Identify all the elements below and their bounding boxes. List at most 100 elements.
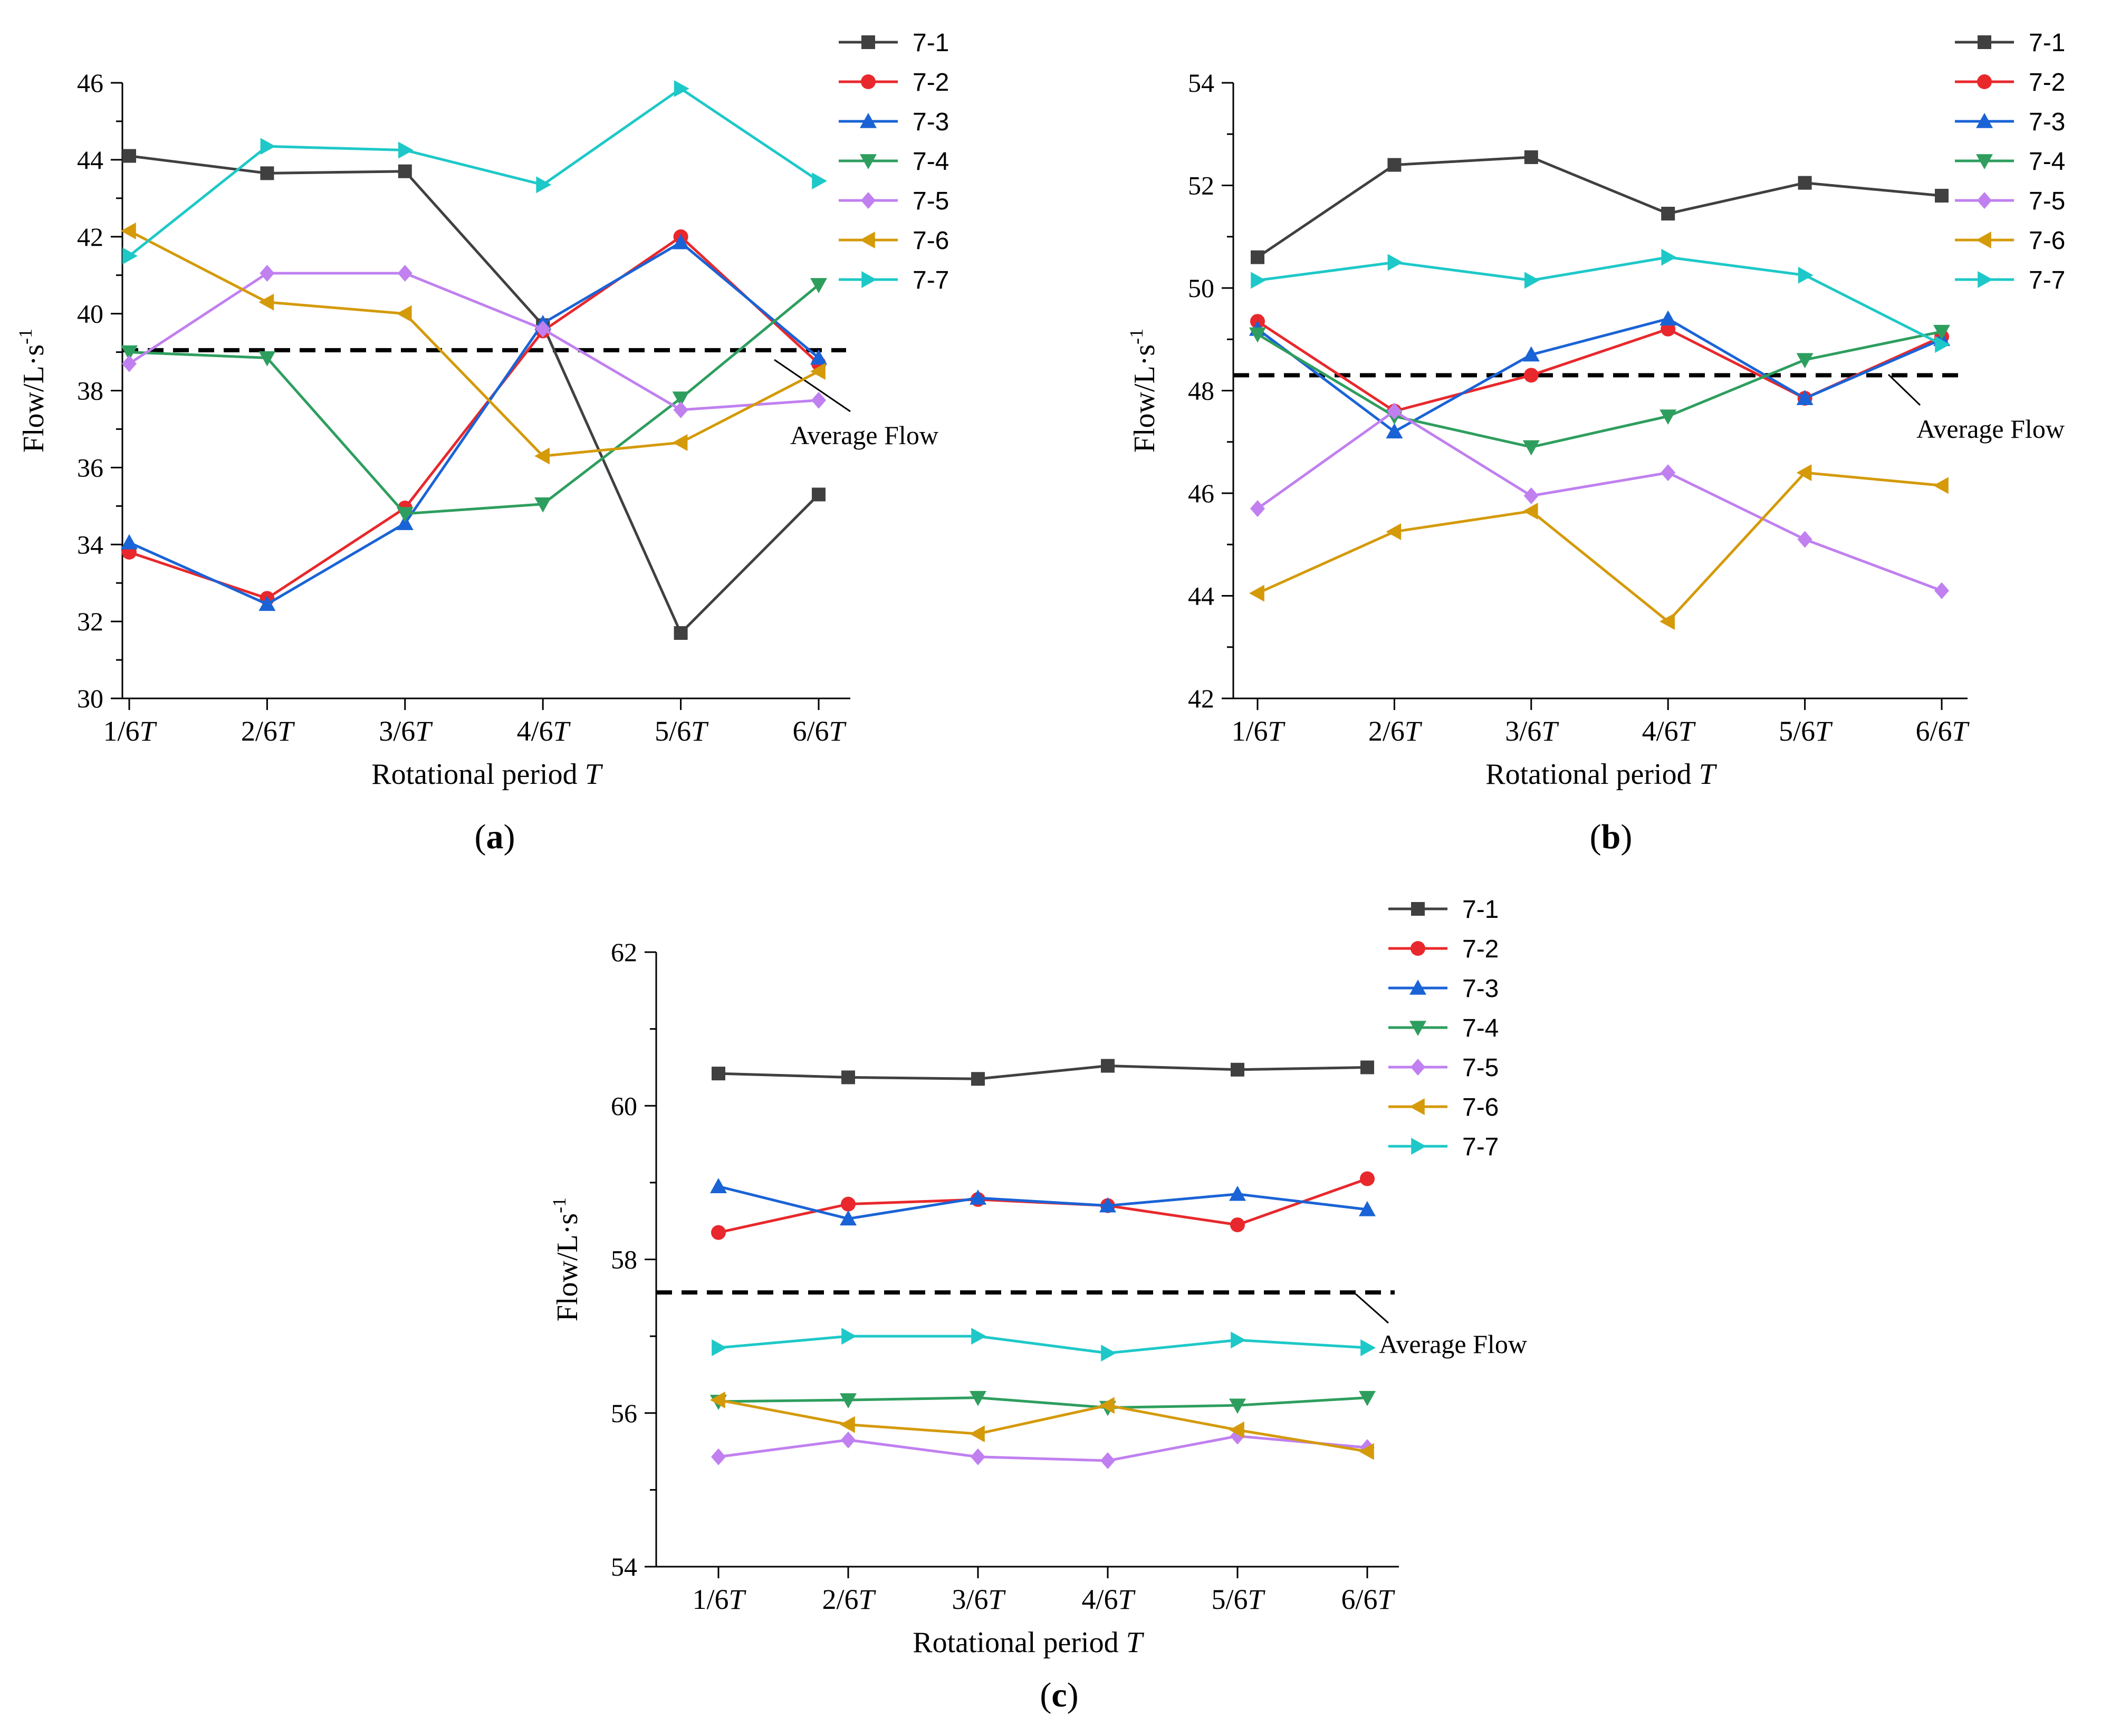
x-tick-period-symbol: T (1118, 1584, 1136, 1615)
x-tick-fraction: 5/6 (655, 715, 691, 747)
legend-label: 7-4 (2029, 148, 2065, 176)
data-point-7-3 (258, 596, 276, 611)
data-point-7-2 (841, 1196, 856, 1212)
x-axis-label-text: Rotational period (913, 1626, 1118, 1659)
y-tick-label: 42 (77, 222, 103, 252)
data-point-7-1 (1101, 1059, 1115, 1073)
legend-label: 7-2 (2029, 69, 2065, 97)
x-axis-label-text: Rotational period (371, 758, 577, 791)
series-7-3 (710, 1178, 1376, 1226)
data-point-7-1 (674, 626, 688, 640)
data-point-7-5 (1387, 402, 1402, 420)
data-point-7-4 (672, 391, 689, 407)
legend-marker (1411, 902, 1425, 916)
data-point-7-5 (1523, 487, 1539, 504)
y-axis-label-text: Flow/L·s (551, 1213, 584, 1321)
x-tick-label: 1/6T (692, 1584, 746, 1615)
legend-marker (1411, 1059, 1425, 1076)
data-point-7-4 (840, 1393, 857, 1408)
x-tick-label: 5/6T (1211, 1584, 1265, 1615)
data-point-7-3 (1386, 423, 1403, 439)
legend-label: 7-5 (2029, 187, 2065, 215)
x-tick-label: 1/6T (103, 715, 157, 747)
x-tick-label: 4/6T (517, 715, 571, 747)
series-7-7 (122, 80, 827, 265)
legend-marker (1978, 271, 1993, 288)
series-line-7-6 (718, 1398, 1368, 1453)
data-point-7-5 (535, 320, 551, 338)
data-point-7-1 (1935, 188, 1949, 203)
data-point-7-4 (1249, 327, 1266, 343)
data-point-7-1 (1798, 176, 1812, 190)
legend-label: 7-6 (913, 227, 949, 255)
y-tick-label: 54 (611, 1552, 637, 1581)
average-flow-label: Average Flow (1379, 1329, 1527, 1359)
data-point-7-1 (812, 487, 826, 502)
data-point-7-7 (1251, 272, 1266, 289)
panel-letter: b (1601, 818, 1621, 856)
series-7-6 (710, 1391, 1374, 1460)
x-tick-period-symbol: T (277, 715, 295, 747)
x-tick-label: 1/6T (1231, 715, 1286, 747)
legend-label: 7-1 (1462, 896, 1499, 924)
data-point-7-2 (711, 1225, 726, 1240)
x-axis-label-symbol: T (1126, 1626, 1145, 1659)
x-tick-label: 2/6T (822, 1584, 876, 1615)
legend-label: 7-5 (1462, 1054, 1499, 1082)
x-tick-label: 2/6T (1368, 715, 1423, 747)
data-point-7-6 (1386, 523, 1402, 540)
x-tick-period-symbol: T (1377, 1584, 1395, 1615)
series-line-7-7 (718, 1335, 1368, 1355)
series-7-5 (122, 265, 826, 418)
legend-item: 7-7 (1955, 266, 2065, 294)
legend-item: 7-3 (839, 108, 949, 136)
average-flow-pointer (774, 359, 851, 413)
series-line-7-2 (129, 235, 820, 600)
y-axis-label-text: Flow/L·s (1128, 344, 1161, 453)
legend-item: 7-4 (1388, 1014, 1499, 1042)
data-point-7-1 (841, 1070, 855, 1085)
legend-label: 7-1 (913, 29, 949, 57)
data-point-7-4 (1359, 1390, 1376, 1406)
y-tick-label: 60 (611, 1091, 637, 1120)
data-point-7-5 (1250, 500, 1265, 517)
panel-label: (b) (1590, 818, 1633, 856)
x-tick-period-symbol: T (1248, 1584, 1265, 1615)
panel-label: (a) (475, 818, 515, 856)
data-point-7-1 (122, 149, 136, 163)
data-point-7-4 (1659, 409, 1677, 425)
data-point-7-4 (1796, 353, 1814, 369)
legend-marker (1411, 941, 1425, 956)
legend-label: 7-7 (1462, 1133, 1499, 1161)
series-7-7 (1251, 248, 1950, 353)
x-tick-period-symbol: T (988, 1584, 1006, 1615)
data-point-7-4 (810, 278, 827, 293)
data-point-7-4 (396, 507, 414, 522)
data-point-7-1 (260, 166, 274, 180)
series-line-7-1 (1256, 156, 1942, 258)
legend-marker (1978, 35, 1991, 49)
data-point-7-3 (710, 1178, 727, 1193)
x-tick-fraction: 4/6 (517, 715, 553, 747)
data-point-7-6 (1933, 477, 1949, 494)
legend-item: 7-5 (1955, 187, 2065, 215)
legend: 7-1 7-2 7-3 7-4 7-5 7-6 7-7 (1955, 29, 2065, 294)
data-point-7-3 (672, 234, 689, 250)
data-point-7-3 (121, 534, 138, 550)
legend-label: 7-2 (913, 69, 949, 97)
y-tick-label: 56 (611, 1398, 637, 1428)
legend-item: 7-7 (1388, 1133, 1499, 1161)
data-point-7-6 (258, 293, 274, 311)
average-flow-pointer (1887, 373, 1921, 406)
legend-item: 7-2 (1955, 69, 2065, 97)
legend-marker (1409, 980, 1426, 995)
data-point-7-7 (1661, 248, 1677, 266)
data-point-7-3 (970, 1190, 986, 1205)
x-tick-period-symbol: T (1678, 715, 1696, 747)
y-axis-label-exponent: -1 (549, 1197, 570, 1213)
series-7-4 (121, 278, 827, 522)
data-point-7-5 (711, 1448, 726, 1465)
series-line-7-2 (718, 1177, 1368, 1234)
y-tick-label: 52 (1188, 171, 1214, 200)
